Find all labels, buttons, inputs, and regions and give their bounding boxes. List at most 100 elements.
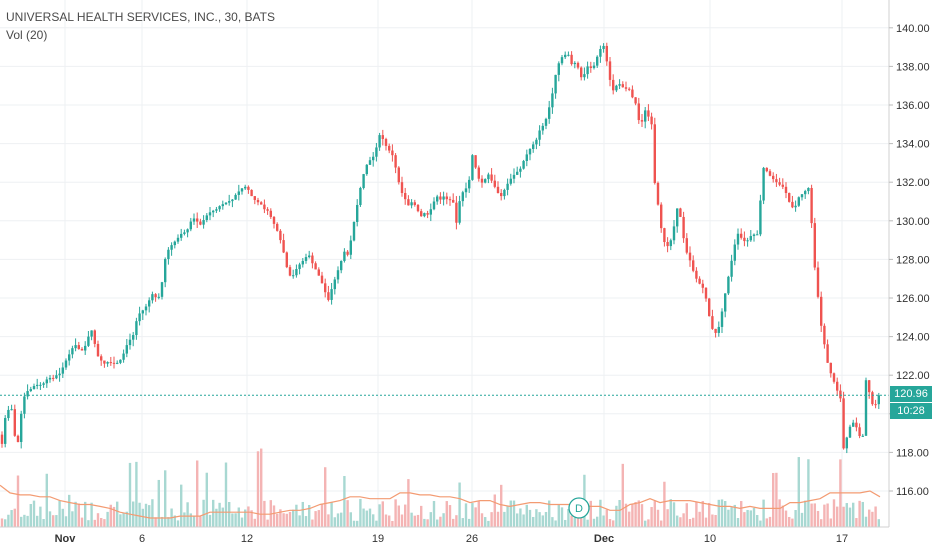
candle-body bbox=[445, 196, 448, 200]
y-tick-label: 140.00 bbox=[896, 23, 930, 35]
candle-body bbox=[871, 392, 874, 405]
volume-bar bbox=[874, 506, 877, 527]
price-axis[interactable]: 116.00118.00120.00122.00124.00126.00128.… bbox=[889, 23, 930, 498]
candle-body bbox=[189, 221, 192, 230]
candle-body bbox=[858, 427, 861, 436]
candle-body bbox=[442, 196, 445, 200]
volume-bar bbox=[752, 507, 756, 527]
volume-bar bbox=[791, 518, 794, 527]
candle-body bbox=[672, 226, 676, 241]
candle-body bbox=[320, 275, 324, 284]
candle-body bbox=[861, 435, 864, 437]
candle-body bbox=[0, 434, 4, 444]
volume-bar bbox=[570, 515, 573, 527]
dividend-marker[interactable]: D bbox=[568, 497, 590, 519]
candle-body bbox=[544, 118, 548, 126]
volume-bar bbox=[487, 520, 490, 527]
volume-bar bbox=[484, 517, 487, 527]
volume-bar bbox=[10, 510, 13, 527]
y-tick-label: 118.00 bbox=[896, 447, 929, 459]
volume-bar bbox=[500, 484, 503, 527]
volume-bar bbox=[660, 520, 663, 527]
candle-body bbox=[173, 241, 176, 246]
candle-body bbox=[807, 187, 810, 192]
volume-bar bbox=[90, 502, 93, 527]
volume-bar bbox=[541, 515, 544, 527]
volume-bar bbox=[186, 502, 189, 527]
candle-body bbox=[349, 240, 352, 255]
volume-bar bbox=[813, 503, 816, 527]
volume-bar bbox=[861, 501, 864, 527]
candle-body bbox=[490, 174, 493, 181]
symbol-title[interactable]: UNIVERSAL HEALTH SERVICES, INC., 30, BAT… bbox=[6, 10, 275, 24]
volume-bar bbox=[384, 514, 388, 527]
volume-bar bbox=[138, 502, 141, 527]
volume-bar bbox=[794, 510, 797, 527]
chart-grid bbox=[0, 0, 889, 527]
volume-bar bbox=[368, 508, 372, 527]
volume-bar bbox=[736, 518, 740, 527]
candle-body bbox=[45, 379, 48, 384]
candle-body bbox=[528, 149, 532, 155]
candle-body bbox=[522, 160, 525, 169]
volume-bar bbox=[202, 499, 205, 527]
volume-bar bbox=[320, 503, 324, 527]
volume-bar bbox=[564, 519, 567, 527]
candle-body bbox=[231, 199, 234, 202]
volume-bar bbox=[215, 508, 218, 527]
volume-bar bbox=[458, 482, 461, 527]
x-tick-label: 12 bbox=[241, 533, 253, 545]
candle-body bbox=[192, 218, 196, 222]
volume-bar bbox=[528, 509, 532, 527]
volume-bar bbox=[554, 520, 557, 527]
candle-body bbox=[269, 210, 272, 217]
candle-body bbox=[708, 298, 711, 317]
candle-body bbox=[151, 294, 154, 301]
candle-body bbox=[506, 183, 509, 190]
volume-bar bbox=[442, 513, 445, 527]
candle-body bbox=[183, 232, 186, 234]
volume-bar bbox=[324, 467, 327, 527]
candle-body bbox=[621, 84, 624, 88]
volume-bar bbox=[180, 484, 183, 527]
volume-bar bbox=[717, 499, 720, 527]
candle-body bbox=[285, 252, 288, 268]
candle-body bbox=[391, 150, 394, 156]
candle-body bbox=[730, 260, 733, 277]
candle-body bbox=[826, 344, 829, 363]
candle-body bbox=[484, 179, 487, 183]
volume-bar bbox=[631, 504, 634, 527]
volume-bar bbox=[749, 510, 752, 527]
volume-bar bbox=[23, 514, 26, 527]
candle-body bbox=[711, 316, 714, 329]
candle-body bbox=[660, 204, 663, 229]
candle-body bbox=[759, 200, 762, 235]
volume-bar bbox=[685, 503, 688, 527]
candle-body bbox=[228, 201, 231, 203]
volume-bar bbox=[13, 508, 16, 527]
volume-bar bbox=[272, 505, 276, 527]
volume-bar bbox=[26, 515, 29, 527]
candle-body bbox=[96, 343, 100, 357]
volume-bar bbox=[160, 516, 164, 527]
time-axis[interactable]: Nov 6 12 19 26 Dec 10 17 bbox=[55, 533, 849, 545]
candle-body bbox=[682, 216, 685, 239]
candle-body bbox=[128, 339, 132, 346]
candle-body bbox=[410, 202, 413, 206]
candle-body bbox=[663, 228, 666, 243]
candle-body bbox=[832, 373, 836, 382]
candle-body bbox=[525, 154, 528, 161]
volume-bar bbox=[29, 503, 32, 527]
volume-bar bbox=[93, 519, 96, 527]
candle-body bbox=[314, 263, 317, 270]
volume-indicator-label[interactable]: Vol (20) bbox=[6, 28, 48, 42]
volume-bar bbox=[740, 501, 743, 527]
volume-bar bbox=[122, 512, 125, 527]
volume-bar bbox=[314, 511, 317, 527]
volume-bar bbox=[788, 516, 791, 527]
candle-body bbox=[749, 236, 752, 241]
y-tick-label: 130.00 bbox=[896, 216, 930, 228]
candle-body bbox=[160, 282, 164, 297]
volume-bar bbox=[378, 504, 381, 527]
